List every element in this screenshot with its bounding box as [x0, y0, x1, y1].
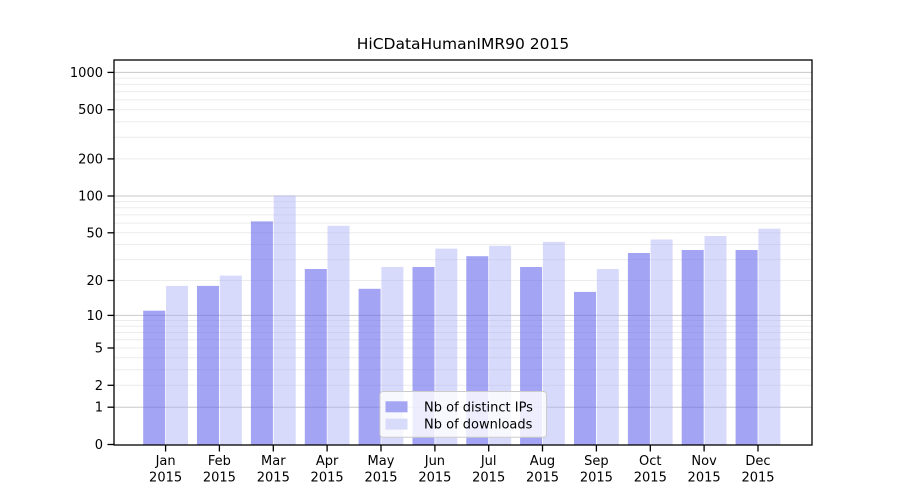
bar-downloads-sep: [596, 269, 619, 445]
bar-ips-may: [358, 288, 381, 445]
y-tick-label-0: 0: [95, 438, 103, 453]
bar-downloads-jan: [166, 285, 188, 445]
x-tick-label-apr: Apr: [316, 454, 339, 469]
x-tick-year-oct: 2015: [634, 471, 667, 486]
legend-swatch-ips: [385, 401, 408, 413]
y-tick-label-1000: 1000: [70, 66, 103, 81]
bar-ips-feb: [197, 285, 219, 445]
x-tick-label-jun: Jun: [424, 454, 445, 469]
x-tick-label-jul: Jul: [480, 454, 497, 469]
x-tick-year-sep: 2015: [580, 471, 613, 486]
bar-ips-apr: [304, 269, 327, 445]
legend-label-ips: Nb of distinct IPs: [424, 400, 533, 415]
x-tick-year-jul: 2015: [472, 471, 505, 486]
x-tick-year-may: 2015: [364, 471, 397, 486]
y-tick-label-50: 50: [86, 226, 103, 241]
legend-swatch-downloads: [385, 418, 408, 430]
bar-ips-sep: [574, 291, 596, 445]
legend-label-downloads: Nb of downloads: [424, 418, 533, 433]
x-tick-year-jan: 2015: [149, 471, 182, 486]
bar-downloads-feb: [219, 275, 242, 445]
x-tick-label-sep: Sep: [584, 454, 609, 469]
y-tick-label-2: 2: [95, 379, 103, 394]
bar-ips-dec: [735, 250, 758, 445]
bar-ips-mar: [250, 221, 273, 445]
chart-title: HiCDataHumanIMR90 2015: [356, 35, 570, 53]
x-tick-year-jun: 2015: [418, 471, 451, 486]
y-tick-label-1: 1: [95, 401, 103, 416]
y-tick-label-10: 10: [86, 309, 103, 324]
bar-ips-jan: [143, 310, 166, 445]
x-tick-year-nov: 2015: [688, 471, 721, 486]
y-tick-label-5: 5: [95, 342, 103, 357]
bar-downloads-oct: [650, 239, 673, 445]
plot-area-border: [113, 59, 813, 446]
x-tick-year-aug: 2015: [526, 471, 559, 486]
x-tick-year-apr: 2015: [311, 471, 344, 486]
bar-downloads-aug: [542, 241, 565, 445]
x-axis: Jan 2015 Feb 2015 Mar 2015 Apr 2015 May 2015 Jun 20…: [149, 445, 775, 486]
bar-ips-oct: [627, 253, 650, 445]
x-tick-label-dec: Dec: [745, 454, 770, 469]
x-tick-label-may: May: [368, 454, 395, 469]
bar-downloads-mar: [273, 195, 296, 445]
y-tick-label-500: 500: [78, 103, 103, 118]
x-tick-label-oct: Oct: [639, 454, 661, 469]
x-tick-year-mar: 2015: [257, 471, 290, 486]
x-tick-label-nov: Nov: [691, 454, 717, 469]
x-tick-label-jan: Jan: [155, 454, 176, 469]
legend: Nb of distinct IPs Nb of downloads: [379, 391, 547, 438]
x-tick-label-mar: Mar: [261, 454, 286, 469]
bar-downloads-dec: [758, 228, 781, 445]
legend-box: [379, 391, 547, 438]
x-tick-year-dec: 2015: [741, 471, 774, 486]
x-tick-label-aug: Aug: [530, 454, 555, 469]
x-tick-label-feb: Feb: [208, 454, 231, 469]
y-tick-label-20: 20: [86, 274, 103, 289]
x-tick-year-feb: 2015: [203, 471, 236, 486]
bar-downloads-apr: [327, 225, 350, 445]
gridlines: [114, 71, 812, 408]
bar-ips-nov: [681, 250, 704, 445]
bar-downloads-nov: [704, 236, 727, 445]
y-tick-label-200: 200: [78, 152, 103, 167]
y-tick-label-100: 100: [78, 190, 103, 205]
y-axis: 0 1 2 5 10 20 50 100 200 500 1000: [70, 66, 114, 453]
